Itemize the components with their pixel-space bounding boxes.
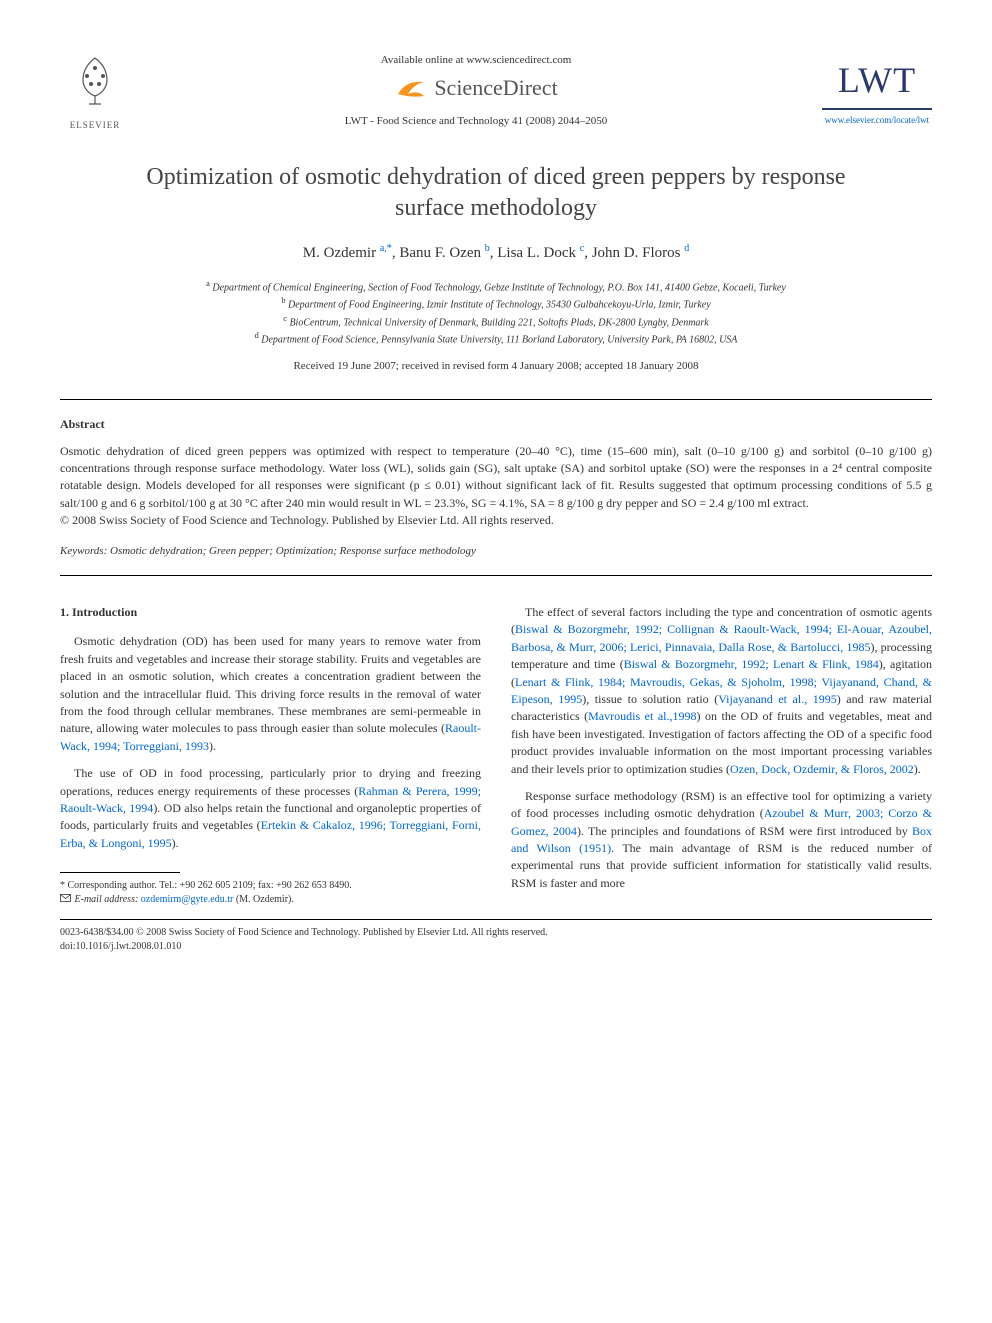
corr-author-contact: * Corresponding author. Tel.: +90 262 60… <box>60 879 481 893</box>
corr-author-email-line: E-mail address: ozdemirm@gyte.edu.tr (M.… <box>60 893 481 907</box>
footer-doi: doi:10.1016/j.lwt.2008.01.010 <box>60 940 932 954</box>
available-online-text: Available online at www.sciencedirect.co… <box>130 53 822 68</box>
lwt-journal-logo: LWT www.elsevier.com/locate/lwt <box>822 55 932 126</box>
elsevier-logo: ELSEVIER <box>60 50 130 132</box>
citation-link[interactable]: Ozen, Dock, Ozdemir, & Floros, 2002 <box>730 762 914 776</box>
author: Banu F. Ozen b <box>399 245 489 261</box>
journal-reference: LWT - Food Science and Technology 41 (20… <box>130 114 822 129</box>
lwt-label: LWT <box>822 55 932 105</box>
footnote-separator <box>60 872 180 873</box>
author-list: M. Ozdemir a,*, Banu F. Ozen b, Lisa L. … <box>60 242 932 264</box>
corresponding-author-footnote: * Corresponding author. Tel.: +90 262 60… <box>60 879 481 907</box>
divider <box>60 575 932 576</box>
divider <box>60 399 932 400</box>
elsevier-label: ELSEVIER <box>60 119 130 132</box>
author: M. Ozdemir a,* <box>303 245 392 261</box>
paper-header: ELSEVIER Available online at www.science… <box>60 50 932 132</box>
affiliation: b Department of Food Engineering, Izmir … <box>60 295 932 312</box>
abstract-copyright: © 2008 Swiss Society of Food Science and… <box>60 513 554 527</box>
sciencedirect-swoosh-icon <box>394 72 428 106</box>
abstract-text: Osmotic dehydration of diced green peppe… <box>60 443 932 530</box>
affiliation: c BioCentrum, Technical University of De… <box>60 313 932 330</box>
affiliation: a Department of Chemical Engineering, Se… <box>60 278 932 295</box>
paragraph: Response surface methodology (RSM) is an… <box>511 788 932 892</box>
affiliation-list: a Department of Chemical Engineering, Se… <box>60 278 932 347</box>
header-center: Available online at www.sciencedirect.co… <box>130 53 822 130</box>
keywords: Keywords: Osmotic dehydration; Green pep… <box>60 544 932 559</box>
sciencedirect-logo: ScienceDirect <box>130 72 822 106</box>
keywords-text: Osmotic dehydration; Green pepper; Optim… <box>110 545 476 557</box>
author: John D. Floros d <box>592 245 690 261</box>
left-column: 1. Introduction Osmotic dehydration (OD)… <box>60 604 481 907</box>
citation-link[interactable]: Biswal & Bozorgmehr, 1992; Lenart & Flin… <box>624 657 879 671</box>
email-link[interactable]: ozdemirm@gyte.edu.tr <box>141 894 234 905</box>
email-name: (M. Ozdemir). <box>236 894 294 905</box>
footer-separator <box>60 919 932 920</box>
paragraph: The use of OD in food processing, partic… <box>60 765 481 852</box>
mail-icon <box>60 893 72 907</box>
paragraph: Osmotic dehydration (OD) has been used f… <box>60 633 481 755</box>
section-heading: 1. Introduction <box>60 604 481 621</box>
footer-copyright: 0023-6438/$34.00 © 2008 Swiss Society of… <box>60 926 932 940</box>
sciencedirect-label: ScienceDirect <box>434 73 557 104</box>
lwt-underline <box>822 108 932 110</box>
citation-link[interactable]: Vijayanand et al., 1995 <box>718 692 837 706</box>
right-column: The effect of several factors including … <box>511 604 932 907</box>
elsevier-tree-icon <box>65 50 125 110</box>
footer: 0023-6438/$34.00 © 2008 Swiss Society of… <box>60 926 932 954</box>
article-dates: Received 19 June 2007; received in revis… <box>60 359 932 374</box>
lwt-journal-link[interactable]: www.elsevier.com/locate/lwt <box>822 114 932 127</box>
keywords-label: Keywords: <box>60 545 107 557</box>
citation-link[interactable]: Biswal & Bozorgmehr, 1992; Collignan & R… <box>511 622 932 653</box>
citation-link[interactable]: Mavroudis et al.,1998 <box>588 709 696 723</box>
paragraph: The effect of several factors including … <box>511 604 932 778</box>
paper-title: Optimization of osmotic dehydration of d… <box>120 162 872 224</box>
abstract-heading: Abstract <box>60 416 932 433</box>
affiliation: d Department of Food Science, Pennsylvan… <box>60 330 932 347</box>
body-columns: 1. Introduction Osmotic dehydration (OD)… <box>60 604 932 907</box>
email-label: E-mail address: <box>75 894 139 905</box>
author: Lisa L. Dock c <box>497 245 584 261</box>
